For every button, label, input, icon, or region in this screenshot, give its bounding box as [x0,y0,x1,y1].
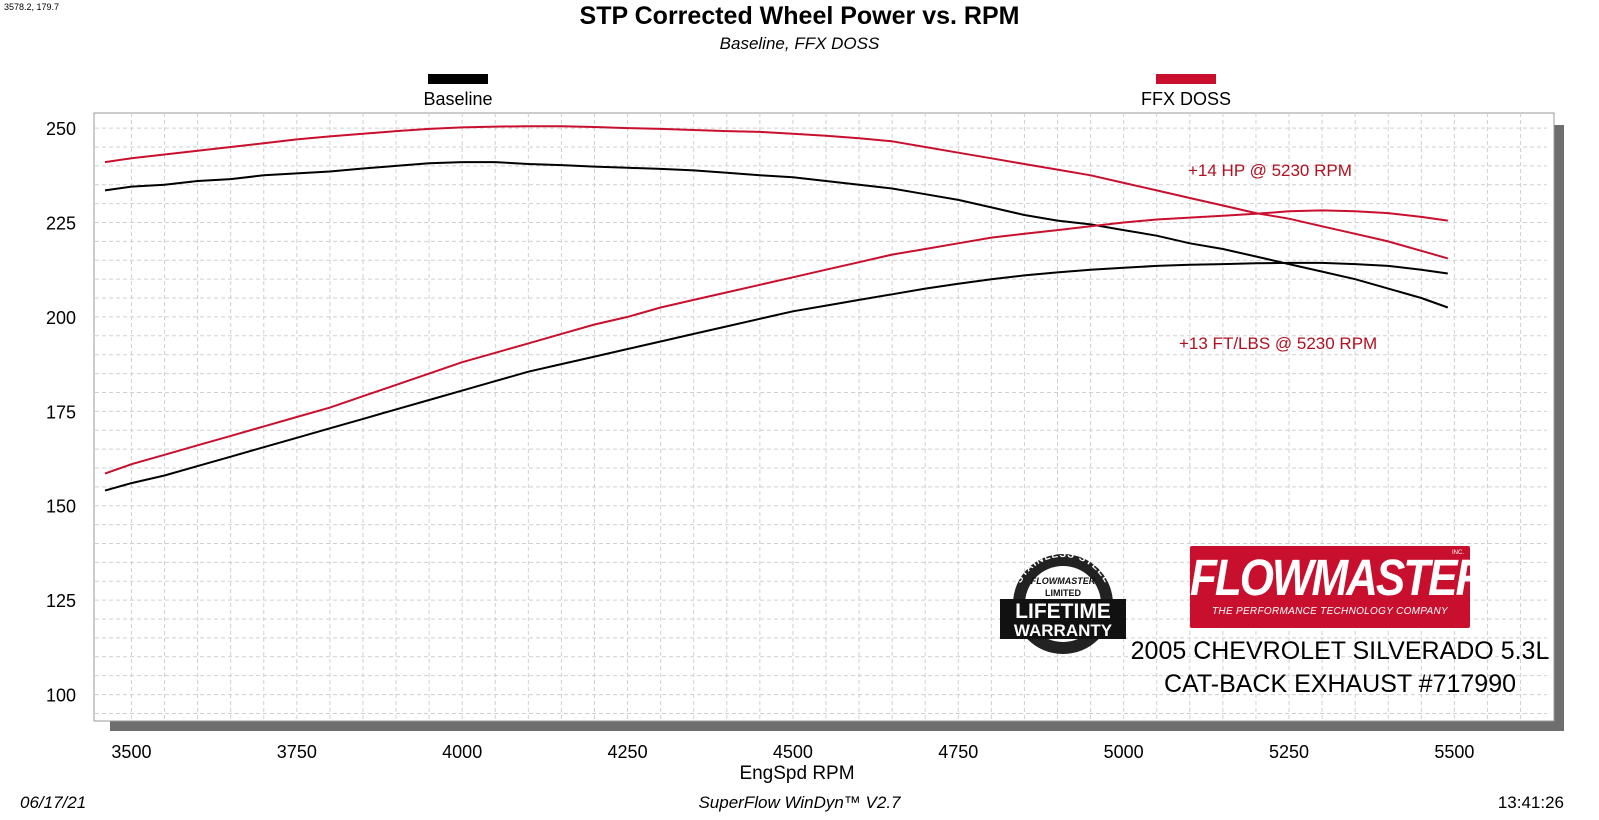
legend-label-baseline: Baseline [423,89,493,109]
chart-title: STP Corrected Wheel Power vs. RPM [579,2,1020,30]
y-tick-label: 100 [46,686,76,706]
badge-banner [1000,599,1126,639]
legend-label-ffx: FFX DOSS [1140,89,1231,109]
vehicle-line-1: 2005 CHEVROLET SILVERADO 5.3L [1130,637,1550,665]
badge-warranty-text: WARRANTY [1014,621,1113,640]
series-line-ffx-doss-1 [104,125,1449,260]
grid [95,113,1547,721]
series-lines [104,125,1449,492]
footer-date: 06/17/21 [20,793,87,812]
y-tick-label: 225 [46,214,76,234]
series-line-ffx-doss-3 [104,209,1448,475]
x-tick-label: 4250 [608,742,648,762]
x-tick-label: 4750 [938,742,978,762]
x-axis-label: EngSpd RPM [739,763,854,784]
footer-software: SuperFlow WinDyn™ V2.7 [698,793,901,812]
legend-swatch-baseline [428,74,488,84]
x-tick-label: 5000 [1104,742,1144,762]
chart-subtitle: Baseline, FFX DOSS [719,34,880,53]
y-tick-label: 150 [46,497,76,517]
x-tick-label: 5500 [1434,742,1474,762]
hp-gain-annotation: +14 HP @ 5230 RPM [1188,161,1352,180]
cursor-coordinate-readout: 3578.2, 179.7 [4,2,60,12]
torque-gain-annotation: +13 FT/LBS @ 5230 RPM [1179,334,1377,353]
badge-brand-text: FLOWMASTER [1031,576,1096,586]
flowmaster-inc: INC. [1452,550,1464,556]
x-tick-label: 3500 [111,742,151,762]
legend-swatch-ffx [1156,74,1216,84]
y-tick-label: 175 [46,402,76,422]
y-tick-labels: 100 125 150 175 200 225 250 [46,119,76,705]
x-tick-label: 4500 [773,742,813,762]
footer-time: 13:41:26 [1497,793,1564,812]
flowmaster-logo-text: FLOWMASTER [1190,550,1487,607]
vehicle-line-2: CAT-BACK EXHAUST #717990 [1163,670,1516,698]
lifetime-warranty-badge: STAINLESS STEEL FLOWMASTER LIMITED LIFET… [1000,549,1126,654]
badge-limited-text: LIMITED [1045,588,1081,598]
plot-area [93,112,1555,722]
y-tick-label: 200 [46,308,76,328]
flowmaster-logo: FLOWMASTER THE PERFORMANCE TECHNOLOGY CO… [1190,546,1487,628]
x-tick-label: 3750 [277,742,317,762]
y-tick-label: 250 [46,119,76,139]
y-tick-label: 125 [46,591,76,611]
x-tick-label: 5250 [1269,742,1309,762]
x-tick-label: 4000 [442,742,482,762]
flowmaster-tagline: THE PERFORMANCE TECHNOLOGY COMPANY [1212,606,1448,617]
x-tick-labels: 3500 3750 4000 4250 4500 4750 5000 5250 5500 [111,742,1474,762]
series-line-baseline-2 [104,261,1448,492]
series-line-baseline-0 [104,161,1449,309]
badge-lifetime-text: LIFETIME [1015,600,1111,623]
